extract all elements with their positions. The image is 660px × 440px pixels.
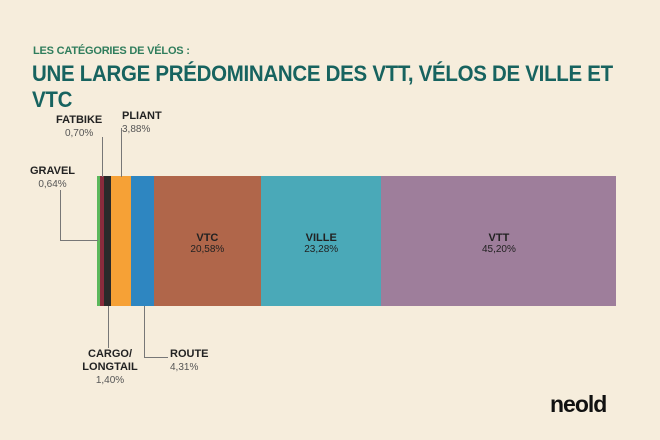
leader-line-route [144,357,168,358]
bar-segment-vtt: VTT 45,20% [381,176,617,306]
chart-subtitle: LES CATÉGORIES DE VÉLOS : [33,45,190,57]
bar-segment-route [131,176,155,306]
neold-logo: neold [550,391,607,417]
leader-line-cargo [108,306,109,348]
label-route: ROUTE 4,31% [170,348,209,373]
stacked-bar: VTC 20,58% VILLE 23,28% VTT 45,20% [97,176,617,306]
leader-line-pliant [121,128,122,177]
chart-title: UNE LARGE PRÉDOMINANCE DES VTT, VÉLOS DE… [32,61,613,112]
label-fatbike: FATBIKE 0,70% [56,114,103,139]
segment-category: VTT [488,232,510,244]
segment-value: 45,20% [481,244,516,255]
leader-line-gravel [60,190,61,240]
segment-label: VTC 20,58% [154,232,261,256]
bar-segment-pliant [111,176,132,306]
segment-category: VTC [196,232,219,244]
leader-line-route [144,306,145,357]
label-pliant: PLIANT 3,88% [122,110,162,135]
leader-line-fatbike [102,137,103,177]
segment-value: 20,58% [190,244,225,255]
segment-label: VILLE 23,28% [261,232,382,256]
bar-segment-cargo-longtail [103,176,112,306]
leader-line-gravel [60,240,98,241]
label-cargo: CARGO/ LONGTAIL 1,40% [82,348,138,386]
bar-segment-fatbike [100,176,105,306]
segment-label: VTT 45,20% [381,232,616,256]
segment-value: 23,28% [304,244,339,255]
bar-segment-gravel [97,176,101,306]
bar-segment-vtc: VTC 20,58% [153,176,262,306]
bar-segment-ville: VILLE 23,28% [260,176,382,306]
label-gravel: GRAVEL 0,64% [30,165,76,190]
segment-category: VILLE [305,232,337,244]
